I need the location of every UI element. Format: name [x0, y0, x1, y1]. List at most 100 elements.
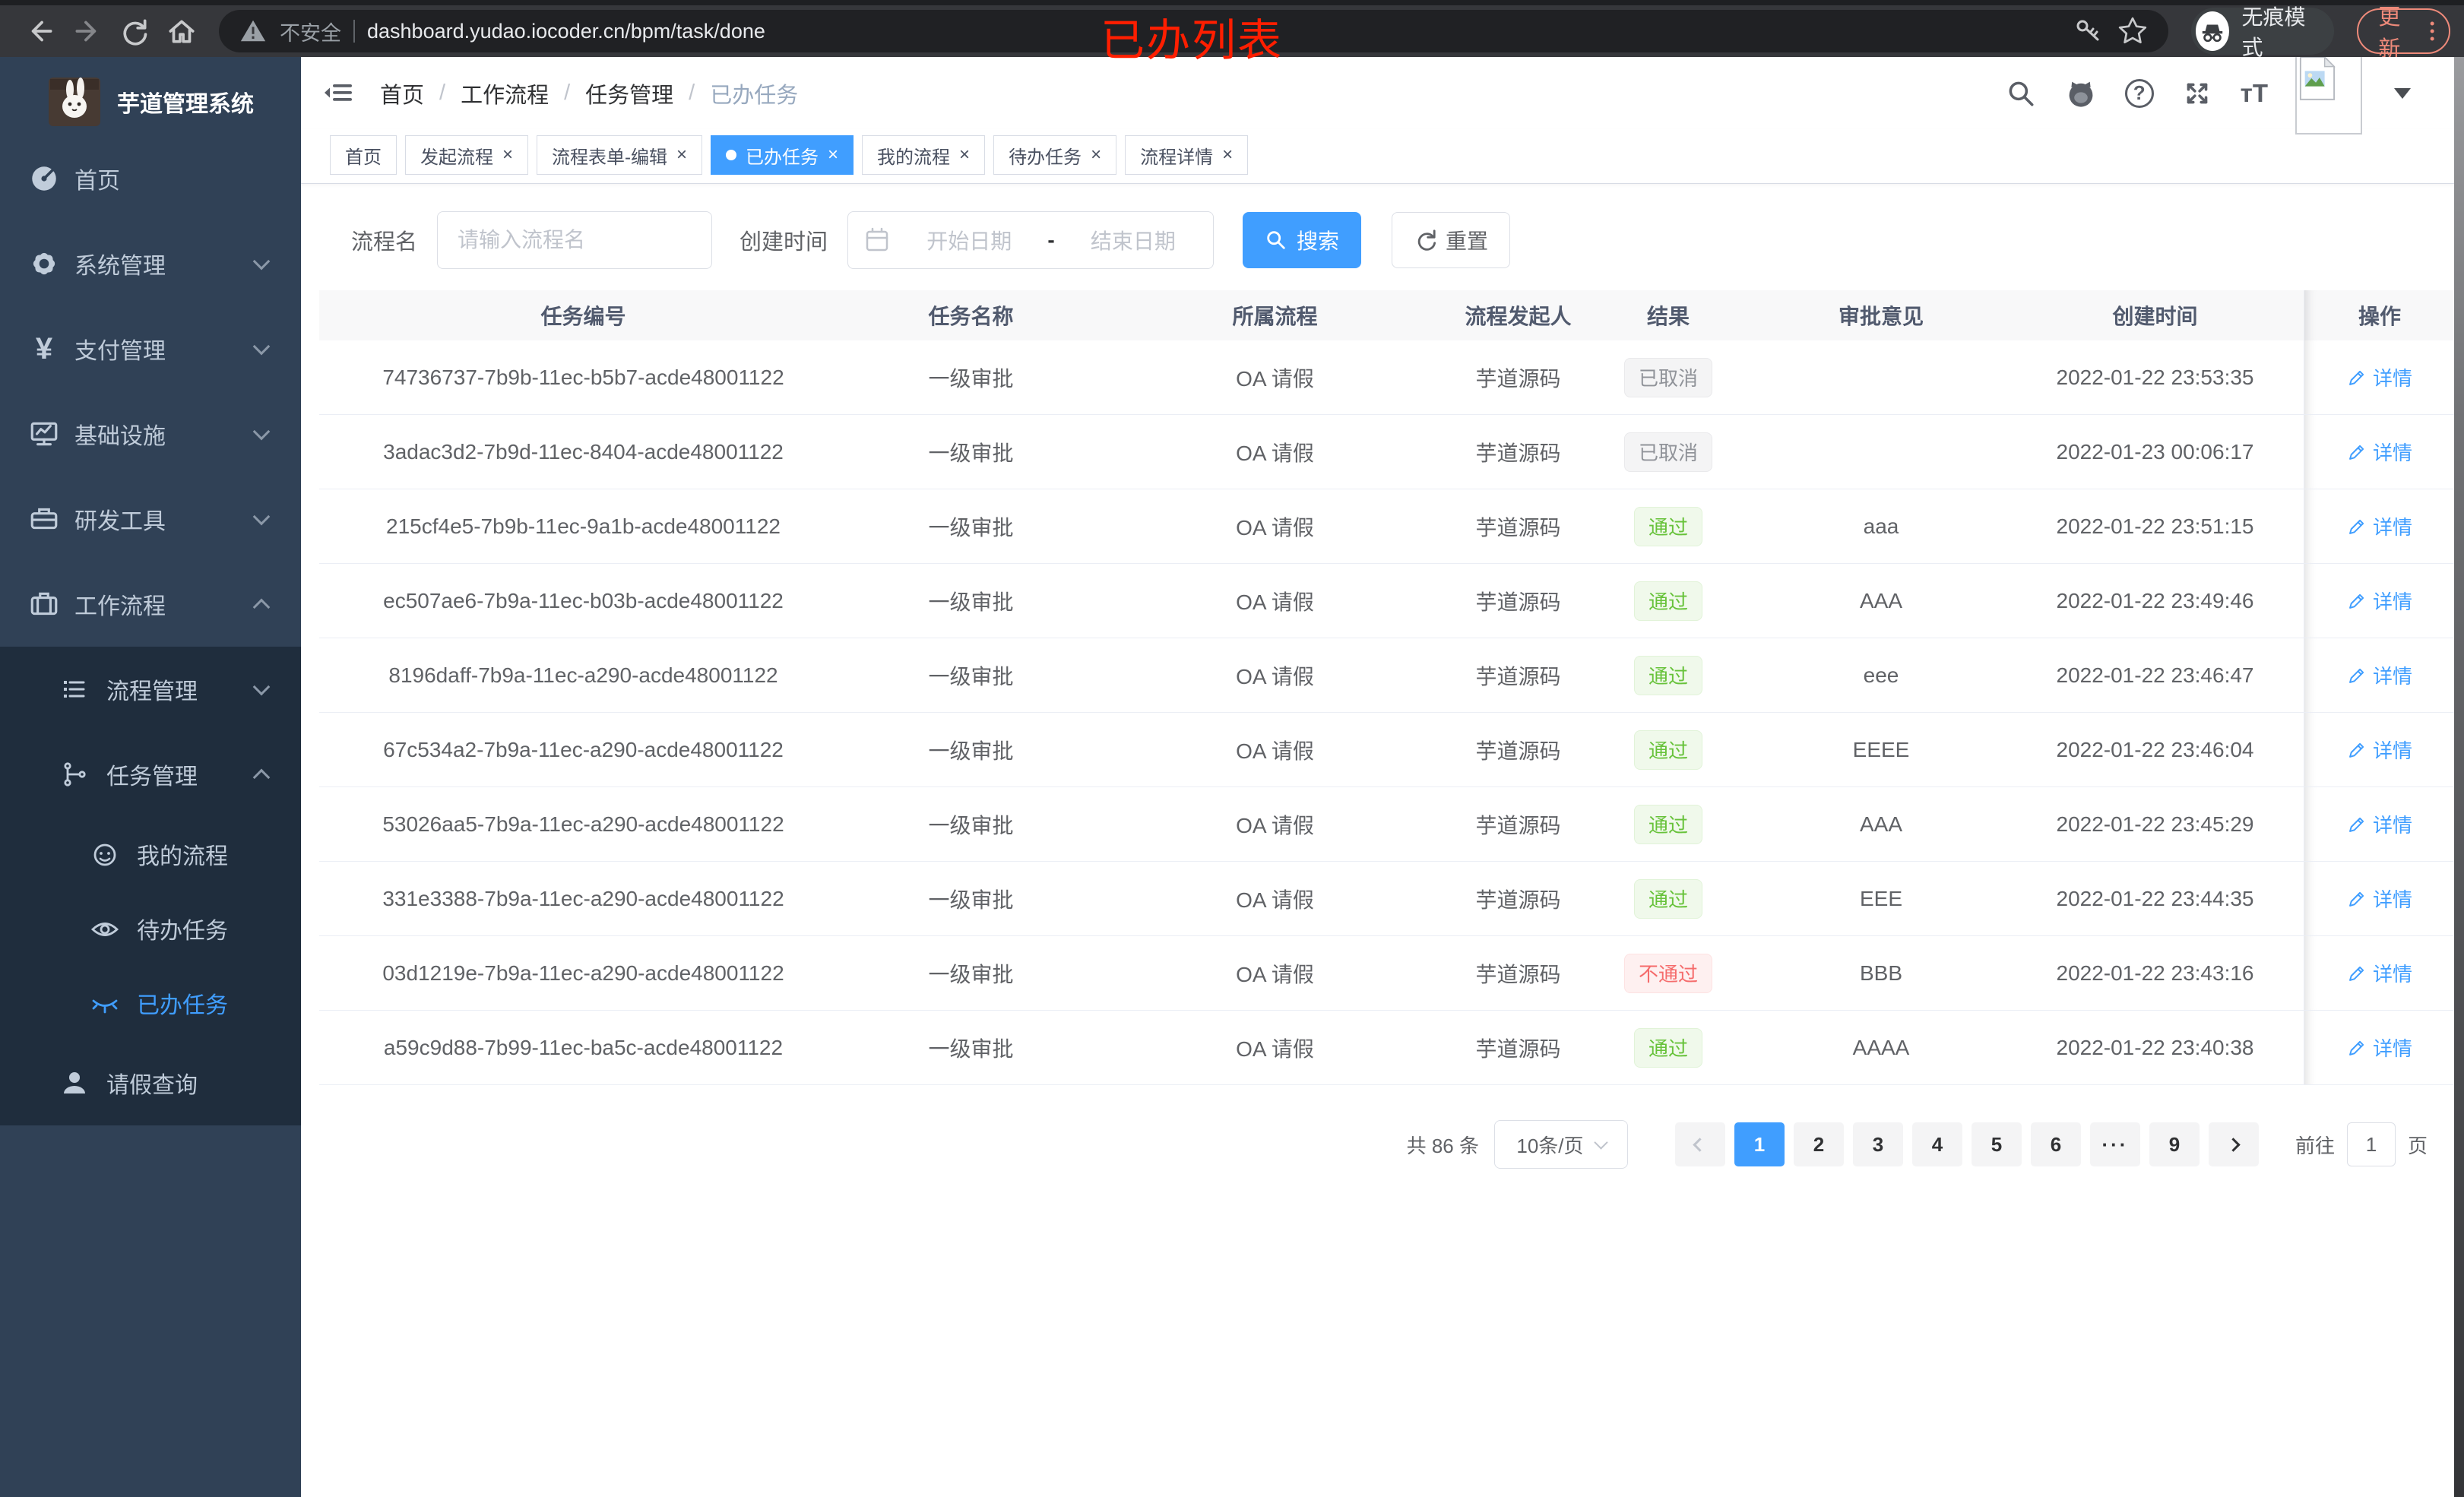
close-icon[interactable] — [959, 146, 970, 164]
github-icon[interactable] — [2064, 77, 2098, 110]
detail-link[interactable]: 详情 — [2347, 587, 2412, 615]
tab-process-detail[interactable]: 流程详情 — [1125, 135, 1249, 175]
cell-process: OA 请假 — [1094, 415, 1455, 489]
end-date-placeholder[interactable]: 结束日期 — [1090, 229, 1176, 253]
close-icon[interactable] — [828, 146, 838, 164]
browser-reload-button[interactable] — [114, 11, 155, 52]
detail-link[interactable]: 详情 — [2347, 1033, 2412, 1062]
sidebar-item-pay[interactable]: ¥ 支付管理 — [0, 306, 301, 391]
sidebar-item-home[interactable]: 首页 — [0, 136, 301, 221]
breadcrumb-home[interactable]: 首页 — [380, 83, 425, 108]
cell-comment: AAA — [1756, 564, 2006, 638]
detail-link[interactable]: 详情 — [2347, 438, 2412, 466]
page-button-5[interactable]: 5 — [1971, 1122, 2022, 1166]
fullscreen-icon[interactable] — [2181, 78, 2213, 109]
cell-task-name: 一级审批 — [847, 713, 1094, 787]
goto-page-input[interactable] — [2346, 1122, 2396, 1166]
detail-link[interactable]: 详情 — [2347, 736, 2412, 764]
browser-back-button[interactable] — [20, 11, 61, 52]
tab-done-tasks[interactable]: 已办任务 — [711, 135, 854, 175]
sidebar-item-done[interactable]: 已办任务 — [0, 966, 301, 1040]
date-range-picker[interactable]: 开始日期 - 结束日期 — [847, 211, 1215, 269]
cell-actions: 详情 — [2304, 564, 2455, 638]
table-header-row: 任务编号 任务名称 所属流程 流程发起人 结果 审批意见 创建时间 操作 — [319, 290, 2455, 340]
calendar-icon — [866, 227, 888, 252]
sidebar-item-workflow[interactable]: 工作流程 — [0, 562, 301, 647]
reload-icon — [123, 19, 147, 46]
sidebar-item-my-process[interactable]: 我的流程 — [0, 817, 301, 891]
password-key-icon[interactable] — [2074, 16, 2105, 46]
bookmark-star-icon[interactable] — [2117, 15, 2149, 47]
page-unit-label: 页 — [2407, 1134, 2428, 1157]
tab-my-process[interactable]: 我的流程 — [862, 135, 986, 175]
cell-process: OA 请假 — [1094, 1011, 1455, 1085]
next-page-button[interactable] — [2208, 1122, 2259, 1166]
url-text: dashboard.yudao.iocoder.cn/bpm/task/done — [367, 19, 765, 43]
cell-created: 2022-01-22 23:43:16 — [2006, 936, 2304, 1011]
tab-todo-tasks[interactable]: 待办任务 — [993, 135, 1117, 175]
page-button-1[interactable]: 1 — [1734, 1122, 1785, 1166]
tab-form-edit[interactable]: 流程表单-编辑 — [537, 135, 703, 175]
goto-page: 前往 页 — [2295, 1122, 2428, 1166]
process-name-input[interactable] — [437, 211, 713, 269]
address-bar[interactable]: 不安全 dashboard.yudao.iocoder.cn/bpm/task/… — [219, 10, 2168, 52]
close-icon[interactable] — [1091, 146, 1101, 164]
detail-link[interactable]: 详情 — [2347, 810, 2412, 838]
close-icon[interactable] — [676, 146, 687, 164]
browser-update-button[interactable]: 更新 — [2357, 5, 2450, 62]
cell-process: OA 请假 — [1094, 340, 1455, 415]
breadcrumb-workflow[interactable]: 工作流程 — [461, 83, 549, 108]
sidebar-item-dev[interactable]: 研发工具 — [0, 476, 301, 562]
detail-link[interactable]: 详情 — [2347, 885, 2412, 913]
detail-link[interactable]: 详情 — [2347, 512, 2412, 540]
detail-link[interactable]: 详情 — [2347, 959, 2412, 987]
font-size-icon[interactable]: тT — [2240, 78, 2268, 107]
browser-forward-button[interactable] — [67, 11, 108, 52]
page-button-9[interactable]: 9 — [2149, 1122, 2200, 1166]
screenshot-annotation: 已办列表 — [1101, 16, 1284, 65]
more-pages-button[interactable]: ··· — [2089, 1122, 2140, 1166]
help-icon[interactable] — [2124, 78, 2154, 108]
col-starter: 流程发起人 — [1465, 305, 1572, 328]
kebab-menu-icon[interactable] — [2429, 18, 2435, 44]
page-button-2[interactable]: 2 — [1793, 1122, 1844, 1166]
detail-link[interactable]: 详情 — [2347, 661, 2412, 689]
scrollbar[interactable] — [2454, 57, 2464, 1497]
cell-created: 2022-01-22 23:46:04 — [2006, 713, 2304, 787]
search-button[interactable]: 搜索 — [1243, 212, 1362, 268]
prev-page-button[interactable] — [1674, 1122, 1725, 1166]
sidebar-collapse-icon[interactable] — [322, 78, 356, 109]
page-button-6[interactable]: 6 — [2030, 1122, 2081, 1166]
breadcrumb-task-mgmt[interactable]: 任务管理 — [585, 83, 674, 108]
close-icon[interactable] — [1222, 146, 1233, 164]
cell-result: 已取消 — [1581, 340, 1756, 415]
browser-home-button[interactable] — [161, 11, 202, 52]
cell-task-id: 67c534a2-7b9a-11ec-a290-acde48001122 — [319, 713, 847, 787]
pencil-icon — [2349, 742, 2364, 758]
cell-comment: EEE — [1756, 862, 2006, 936]
page-button-3[interactable]: 3 — [1852, 1122, 1903, 1166]
detail-link[interactable]: 详情 — [2347, 363, 2412, 391]
pencil-icon — [2349, 891, 2364, 907]
avatar[interactable] — [2295, 57, 2362, 135]
sidebar-item-system[interactable]: 系统管理 — [0, 221, 301, 306]
page-size-select[interactable]: 10条/页 — [1493, 1120, 1628, 1169]
logo-row[interactable]: 芋道管理系统 — [0, 57, 301, 136]
close-icon[interactable] — [502, 146, 513, 164]
sidebar-item-process-mgmt[interactable]: 流程管理 — [0, 647, 301, 732]
sidebar-item-todo[interactable]: 待办任务 — [0, 891, 301, 966]
start-date-placeholder[interactable]: 开始日期 — [926, 229, 1012, 253]
table-row: 74736737-7b9b-11ec-b5b7-acde48001122 一级审… — [319, 340, 2455, 415]
tab-home[interactable]: 首页 — [330, 135, 397, 175]
page-button-4[interactable]: 4 — [1911, 1122, 1962, 1166]
tab-start-process[interactable]: 发起流程 — [405, 135, 529, 175]
sidebar-item-leave-query[interactable]: 请假查询 — [0, 1040, 301, 1125]
cell-actions: 详情 — [2304, 415, 2455, 489]
search-icon[interactable] — [2005, 78, 2037, 109]
sidebar-item-task-mgmt[interactable]: 任务管理 — [0, 732, 301, 817]
reset-button[interactable]: 重置 — [1392, 212, 1511, 268]
sidebar-menu: 首页 系统管理 ¥ 支付管理 基础设施 — [0, 136, 301, 1125]
chevron-down-icon — [252, 252, 271, 271]
sidebar-item-infra[interactable]: 基础设施 — [0, 391, 301, 476]
avatar-dropdown-caret[interactable] — [2394, 87, 2411, 99]
